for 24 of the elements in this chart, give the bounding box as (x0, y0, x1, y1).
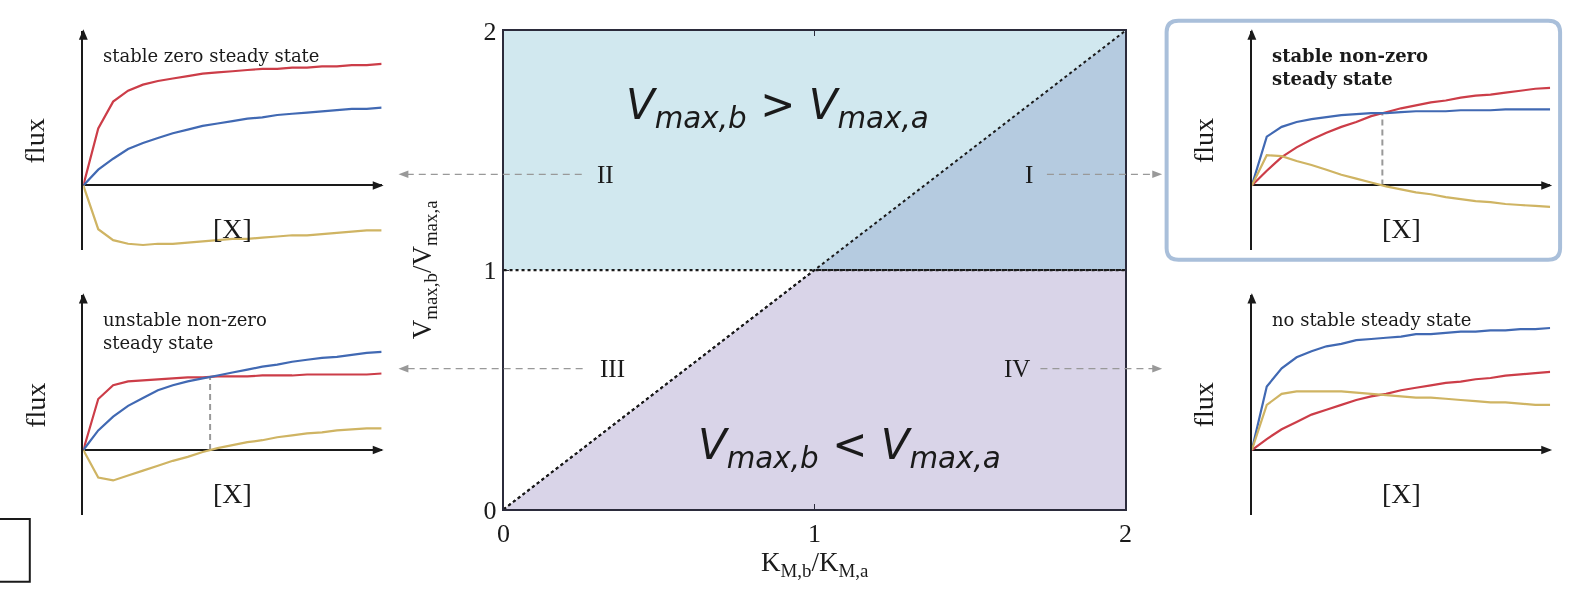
annotation: II (597, 161, 614, 188)
y-axis-title: flux (1188, 382, 1220, 428)
y-tick-label: 0 (483, 495, 497, 525)
x-tick-label: 2 (1118, 519, 1132, 549)
chart-title: stable zero steady state (103, 45, 320, 66)
x-axis-title: [X] (1382, 478, 1421, 509)
x-axis-title: [X] (1382, 213, 1421, 244)
x-tick-label: 1 (808, 519, 822, 549)
x-axis-title: [X] (213, 213, 252, 244)
chart-title: unstable non-zero steady state (103, 309, 267, 354)
y-tick-label: 2 (483, 16, 497, 46)
y-axis-title: flux (19, 382, 51, 428)
annotation: I (1025, 161, 1034, 188)
chart-title: no stable steady state (1272, 309, 1472, 330)
annotation: III (600, 355, 625, 382)
x-axis-title: K$_{M,b}$/K$_{M,a}$ (761, 547, 869, 581)
y-axis-title: flux (1187, 117, 1219, 163)
y-axis-title: flux (19, 118, 51, 164)
chart-title: stable non-zero steady state (1272, 45, 1429, 90)
annotation: V$_{max,b}$ < V$_{max,a}$ (698, 420, 1001, 475)
x-axis-title: [X] (213, 478, 252, 509)
annotation: V$_{max,b}$ > V$_{max,a}$ (626, 80, 929, 135)
y-tick-label: 1 (483, 256, 497, 286)
annotation: IV (1004, 355, 1031, 382)
